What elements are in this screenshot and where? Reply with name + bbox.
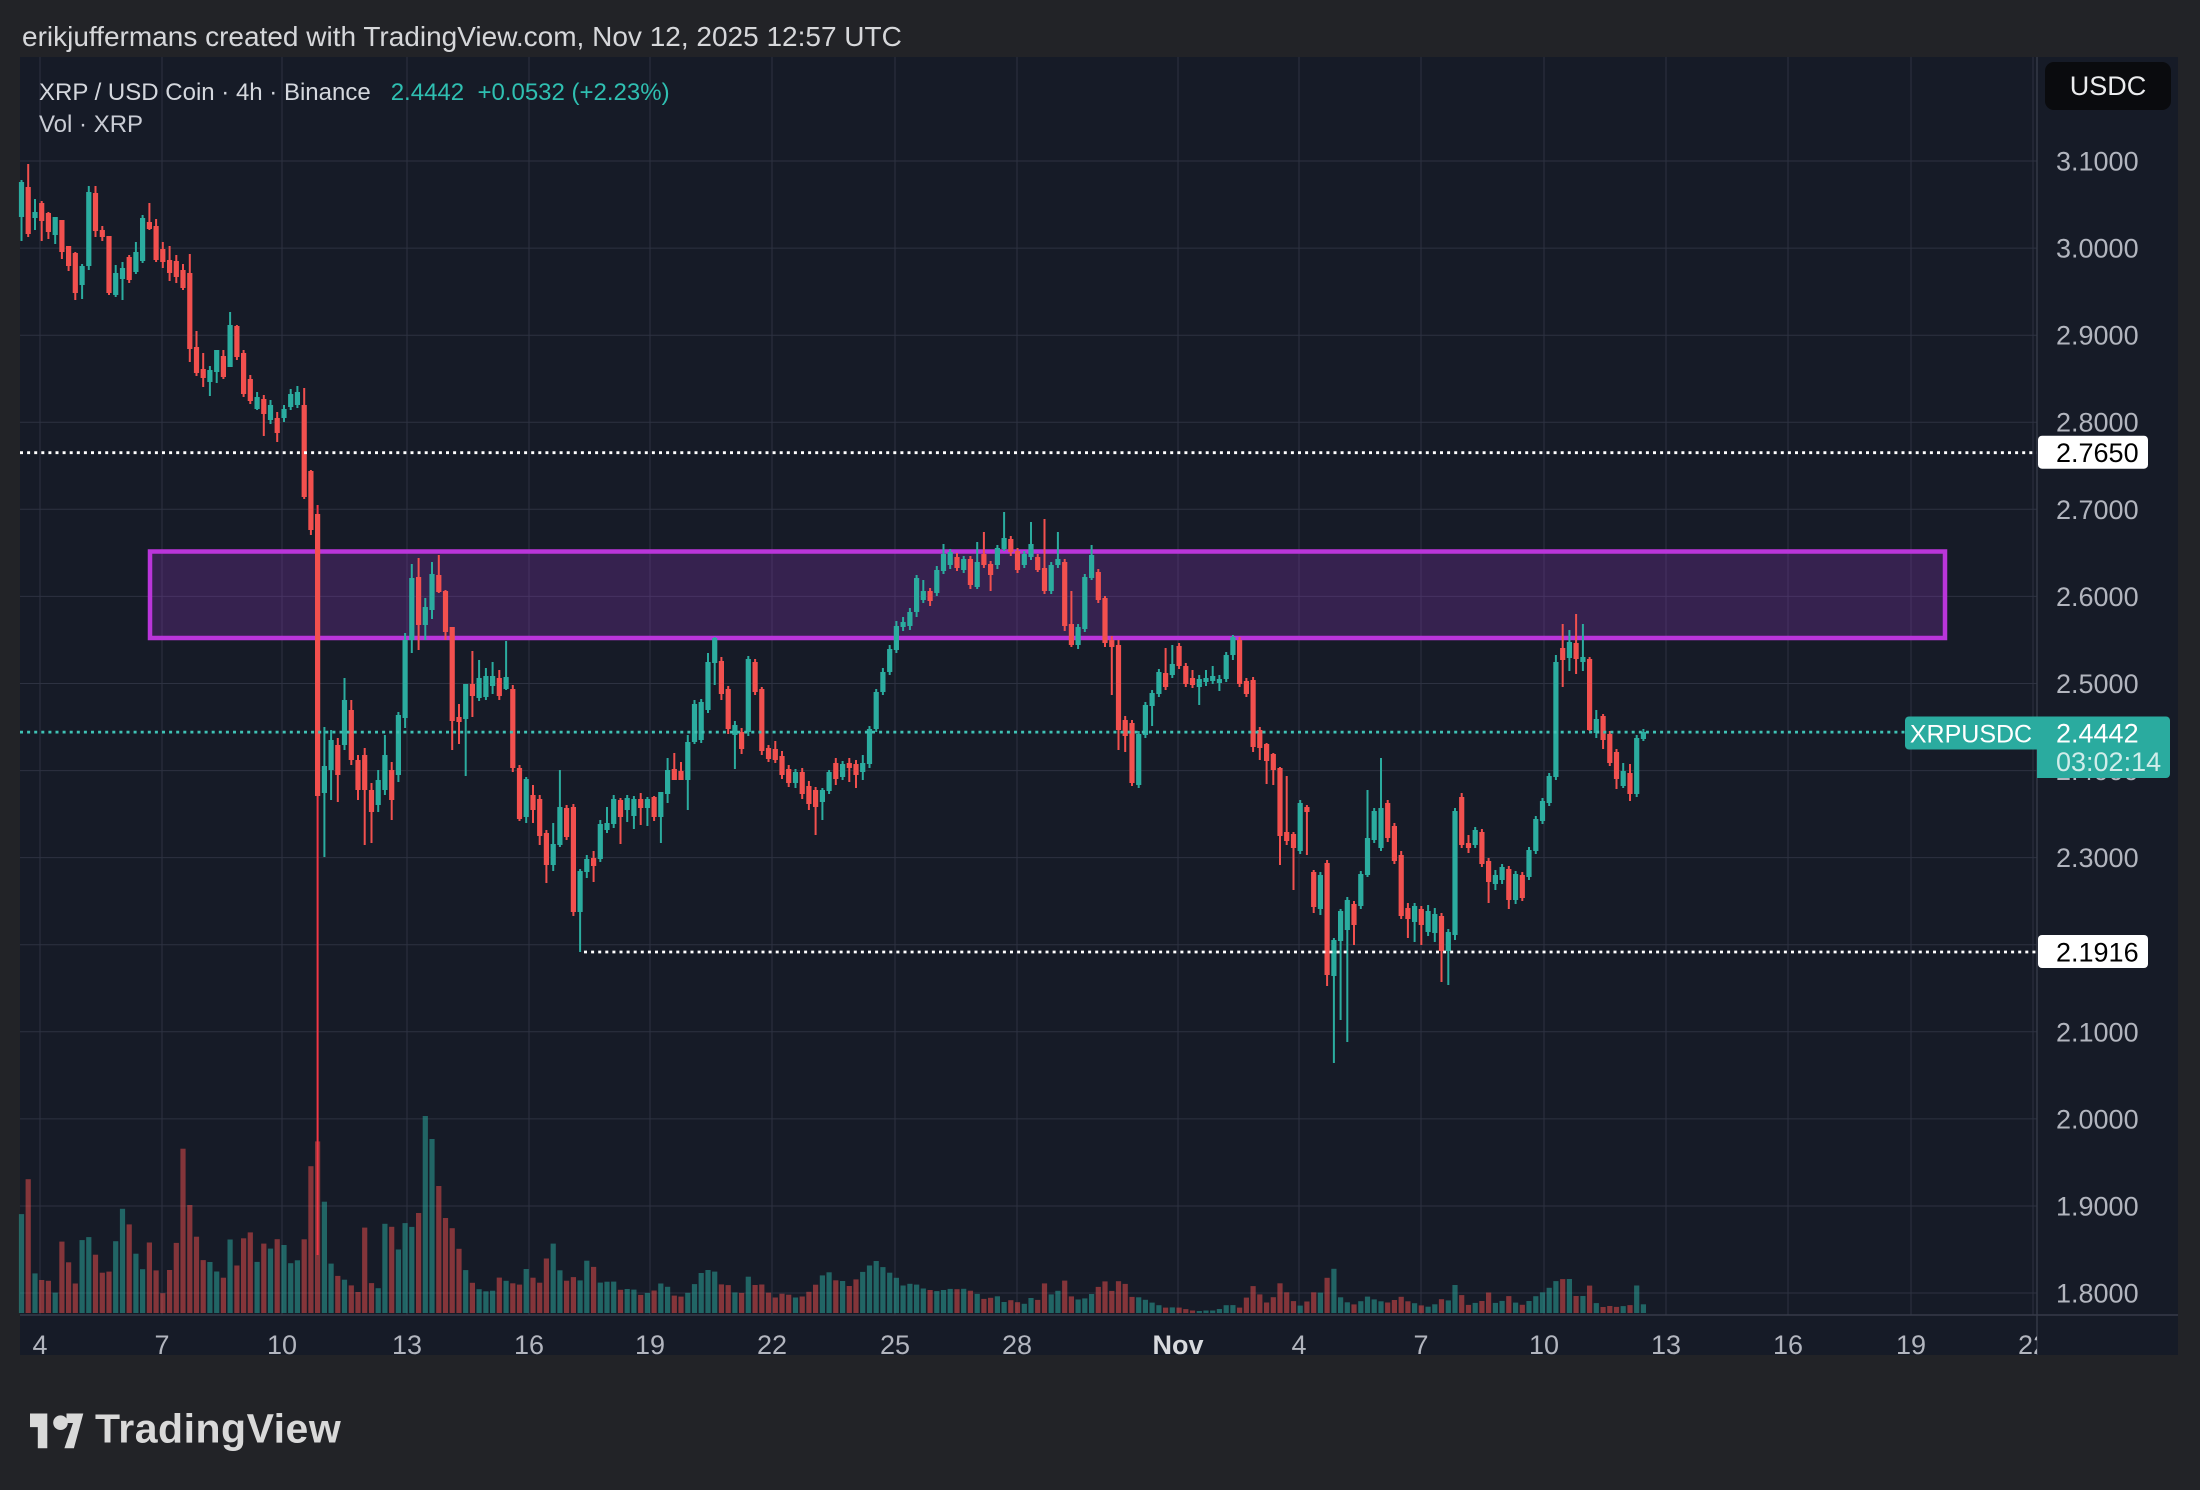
svg-text:1.9000: 1.9000 <box>2056 1192 2139 1222</box>
svg-text:16: 16 <box>514 1330 544 1360</box>
svg-text:2.7000: 2.7000 <box>2056 495 2139 525</box>
svg-text:2.3000: 2.3000 <box>2056 843 2139 873</box>
svg-text:2.6000: 2.6000 <box>2056 582 2139 612</box>
svg-text:2.7650: 2.7650 <box>2056 438 2139 468</box>
svg-text:4: 4 <box>1291 1330 1306 1360</box>
svg-text:28: 28 <box>1002 1330 1032 1360</box>
svg-text:19: 19 <box>1896 1330 1926 1360</box>
svg-text:XRPUSDC: XRPUSDC <box>1910 721 2032 749</box>
svg-text:2.4442: 2.4442 <box>2056 719 2139 749</box>
svg-text:7: 7 <box>154 1330 169 1360</box>
svg-text:19: 19 <box>635 1330 665 1360</box>
svg-text:4: 4 <box>32 1330 47 1360</box>
svg-text:10: 10 <box>1529 1330 1559 1360</box>
svg-text:XRP / USD Coin · 4h · Binance: XRP / USD Coin · 4h · Binance 2.4442 +0.… <box>39 79 670 106</box>
svg-text:2.1000: 2.1000 <box>2056 1017 2139 1047</box>
svg-text:10: 10 <box>267 1330 297 1360</box>
svg-text:25: 25 <box>880 1330 910 1360</box>
svg-text:13: 13 <box>392 1330 422 1360</box>
svg-text:Vol · XRP: Vol · XRP <box>39 111 143 138</box>
svg-text:Nov: Nov <box>1152 1330 1203 1360</box>
svg-text:2.9000: 2.9000 <box>2056 321 2139 351</box>
svg-text:TradingView: TradingView <box>95 1406 341 1452</box>
svg-text:3.1000: 3.1000 <box>2056 147 2139 177</box>
svg-text:2.0000: 2.0000 <box>2056 1104 2139 1134</box>
svg-text:16: 16 <box>1773 1330 1803 1360</box>
svg-text:3.0000: 3.0000 <box>2056 234 2139 264</box>
svg-text:22: 22 <box>757 1330 787 1360</box>
svg-text:USDC: USDC <box>2070 71 2147 101</box>
svg-text:03:02:14: 03:02:14 <box>2056 747 2161 777</box>
svg-text:2.8000: 2.8000 <box>2056 408 2139 438</box>
svg-text:2.5000: 2.5000 <box>2056 669 2139 699</box>
svg-text:erikjuffermans created with Tr: erikjuffermans created with TradingView.… <box>22 21 902 52</box>
svg-text:13: 13 <box>1651 1330 1681 1360</box>
svg-text:1.8000: 1.8000 <box>2056 1279 2139 1309</box>
svg-text:7: 7 <box>1413 1330 1428 1360</box>
svg-text:22: 22 <box>2018 1330 2048 1360</box>
svg-text:2.1916: 2.1916 <box>2056 938 2139 968</box>
